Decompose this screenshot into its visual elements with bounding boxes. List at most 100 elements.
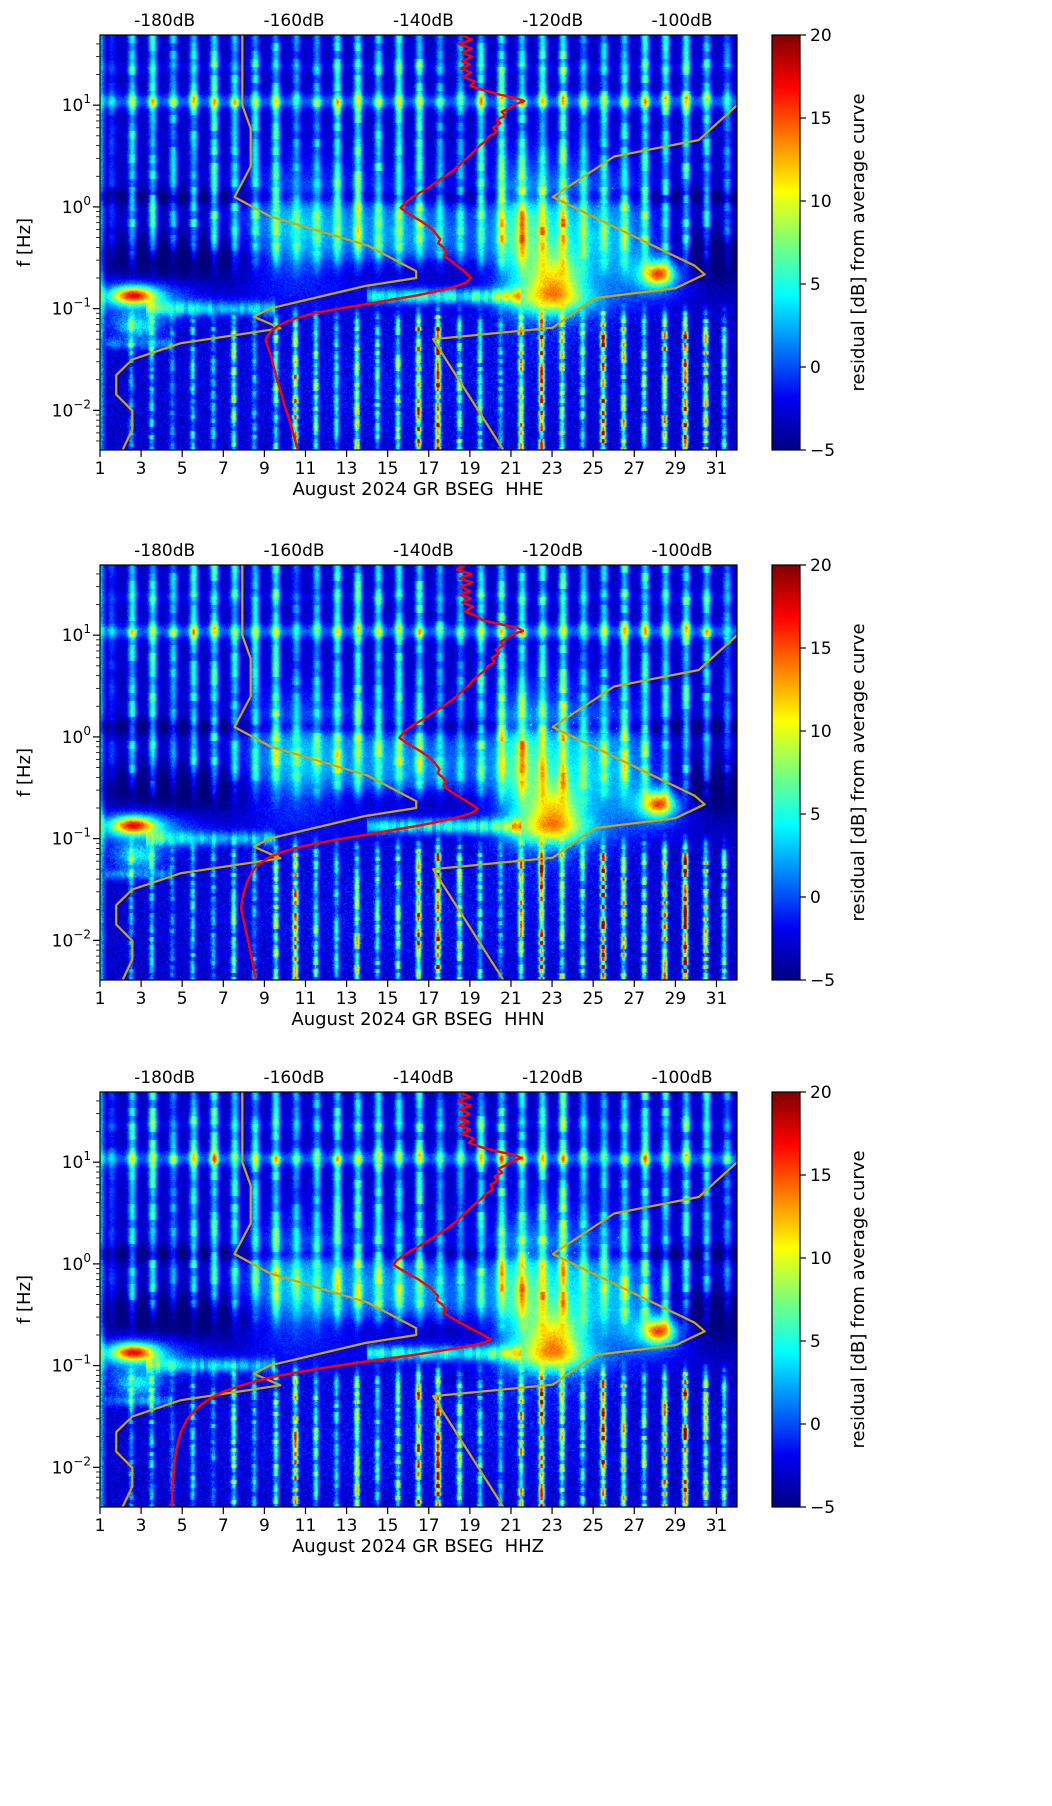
x-tick-label: 7 — [218, 459, 229, 479]
x-tick-label: 23 — [541, 459, 563, 479]
y-axis-ticks: 101 100 10−1 10−2 — [52, 573, 100, 972]
colorbar-tick-label: 0 — [810, 888, 821, 908]
top-db-label: -100dB — [652, 541, 713, 561]
x-tick-label: 9 — [259, 459, 270, 479]
x-tick-label: 21 — [500, 1516, 522, 1536]
top-db-axis-labels: -180dB -160dB -140dB -120dB -100dB — [134, 11, 712, 31]
x-tick-label: 11 — [295, 989, 317, 1009]
x-tick-label: 3 — [136, 1516, 147, 1536]
colorbar-label: residual [dB] from average curve — [848, 623, 869, 921]
colorbar-label: residual [dB] from average curve — [848, 1150, 869, 1448]
y-axis-label: f [Hz] — [14, 218, 35, 267]
colorbar-tick-label: 0 — [810, 1415, 821, 1435]
top-db-label: -120dB — [522, 541, 583, 561]
x-tick-label: 23 — [541, 1516, 563, 1536]
colorbar-border — [771, 1091, 801, 1508]
top-db-label: -140dB — [393, 1068, 454, 1088]
colorbar-tick-label: 10 — [810, 722, 832, 742]
colorbar-tick-label: 5 — [810, 805, 821, 825]
plot-border — [99, 34, 738, 451]
x-tick-label: 17 — [418, 989, 440, 1009]
x-tick-label: 3 — [136, 989, 147, 1009]
x-tick-label: 5 — [177, 989, 188, 1009]
x-tick-label: 11 — [295, 459, 317, 479]
x-tick-label: 7 — [218, 989, 229, 1009]
y-tick-label: 101 — [62, 1149, 91, 1173]
axes-generated: 1 3 5 7 9 11 13 15 17 19 21 23 25 27 29 3110110010−110−… — [52, 11, 835, 479]
nhnm-model-curve — [432, 104, 737, 450]
colorbar-tick-label: −5 — [810, 971, 835, 991]
panel-hhn: 1 3 5 7 9 11 13 15 17 19 21 23 25 27 29 31 101 100 10−1 10−… — [0, 530, 1052, 1060]
top-db-label: -160dB — [263, 1068, 324, 1088]
x-axis-ticks: 1 3 5 7 9 11 13 15 17 19 21 23 25 27 29 31 — [95, 1507, 727, 1536]
y-tick-label: 10−1 — [52, 826, 91, 850]
x-tick-label: 13 — [336, 459, 358, 479]
plot-border — [99, 564, 738, 981]
x-tick-label: 19 — [459, 459, 481, 479]
colorbar: 20 15 10 5 0 −5 — [771, 556, 835, 991]
top-db-label: -180dB — [134, 1068, 195, 1088]
top-db-label: -100dB — [652, 1068, 713, 1088]
top-db-axis-labels: -180dB -160dB -140dB -120dB -100dB — [134, 1068, 712, 1088]
x-tick-label: 25 — [582, 1516, 604, 1536]
x-tick-label: 1 — [95, 989, 106, 1009]
y-tick-label: 100 — [62, 1251, 91, 1275]
nlnm-model-curve — [115, 1092, 418, 1507]
panel-hhe: 1 3 5 7 9 11 13 15 17 19 21 23 25 27 29 31 101 100 10−1 10−… — [0, 0, 1052, 530]
x-tick-label: 19 — [459, 989, 481, 1009]
y-tick-label: 10−2 — [52, 927, 91, 951]
x-tick-label: 15 — [377, 459, 399, 479]
x-tick-label: 31 — [706, 459, 728, 479]
nlnm-model-curve — [115, 565, 418, 980]
spectrogram-canvas-hhe — [100, 35, 737, 450]
top-db-label: -140dB — [393, 11, 454, 31]
axes-overlay-hhe: 1 3 5 7 9 11 13 15 17 19 21 23 25 27 29 3110110010−110−… — [14, 11, 869, 500]
axes-generated: 1 3 5 7 9 11 13 15 17 19 21 23 25 27 29 3110110010−110−… — [52, 541, 835, 1009]
colorbar-tick-label: 20 — [810, 1083, 832, 1103]
y-tick-label: 101 — [62, 92, 91, 116]
nlnm-model-curve — [115, 35, 418, 450]
x-tick-label: 9 — [259, 989, 270, 1009]
x-tick-label: 23 — [541, 989, 563, 1009]
x-axis-ticks: 1 3 5 7 9 11 13 15 17 19 21 23 25 27 29 31 — [95, 450, 728, 479]
x-tick-label: 7 — [218, 1516, 229, 1536]
colorbar-tick-label: −5 — [810, 441, 835, 461]
colorbar-tick-label: 10 — [810, 192, 832, 212]
spectrogram-canvas-hhz — [100, 1092, 737, 1507]
x-tick-label: 27 — [623, 1516, 645, 1536]
x-tick-label: 21 — [500, 989, 522, 1009]
y-tick-label: 100 — [62, 724, 91, 748]
top-db-label: -160dB — [263, 11, 324, 31]
top-db-label: -140dB — [393, 541, 454, 561]
y-tick-label: 10−1 — [52, 1353, 91, 1377]
x-axis-label: August 2024 GR BSEG HHZ — [292, 1536, 544, 1557]
colorbar-tick-label: 5 — [810, 275, 821, 295]
x-tick-label: 1 — [95, 1516, 106, 1536]
axes-generated: 1 3 5 7 9 11 13 15 17 19 21 23 25 27 29 3110110010−110−… — [52, 1068, 835, 1536]
x-axis-label: August 2024 GR BSEG HHN — [291, 1009, 544, 1030]
axes-overlay-hhz: 1 3 5 7 9 11 13 15 17 19 21 23 25 27 29 3110110010−110−… — [14, 1068, 869, 1557]
colorbar-border — [771, 34, 801, 451]
y-axis-ticks: 101 100 10−1 10−2 — [52, 43, 100, 442]
x-tick-label: 13 — [336, 989, 358, 1009]
x-tick-label: 15 — [377, 1516, 399, 1536]
colorbar-tick-label: 15 — [810, 1166, 832, 1186]
x-tick-label: 31 — [706, 989, 728, 1009]
axes-overlay-hhn: 1 3 5 7 9 11 13 15 17 19 21 23 25 27 29 3110110010−110−… — [14, 541, 869, 1030]
top-db-axis-labels: -180dB -160dB -140dB -120dB -100dB — [134, 541, 712, 561]
x-tick-label: 9 — [259, 1516, 270, 1536]
top-db-label: -180dB — [134, 541, 195, 561]
panel-hhz: 1 3 5 7 9 11 13 15 17 19 21 23 25 27 29 31 101 100 10−1 10−… — [0, 1057, 1052, 1587]
x-tick-label: 3 — [136, 459, 147, 479]
colorbar-label: residual [dB] from average curve — [848, 93, 869, 391]
x-tick-label: 29 — [665, 459, 687, 479]
y-tick-label: 10−2 — [52, 1454, 91, 1478]
x-tick-label: 27 — [623, 459, 645, 479]
colorbar-tick-label: 20 — [810, 26, 832, 46]
top-db-label: -180dB — [134, 11, 195, 31]
y-axis-label: f [Hz] — [14, 1275, 35, 1324]
y-axis-label: f [Hz] — [14, 748, 35, 797]
y-tick-label: 100 — [62, 194, 91, 218]
x-axis-label: August 2024 GR BSEG HHE — [292, 479, 543, 500]
spectrogram-canvas-hhn — [100, 565, 737, 980]
